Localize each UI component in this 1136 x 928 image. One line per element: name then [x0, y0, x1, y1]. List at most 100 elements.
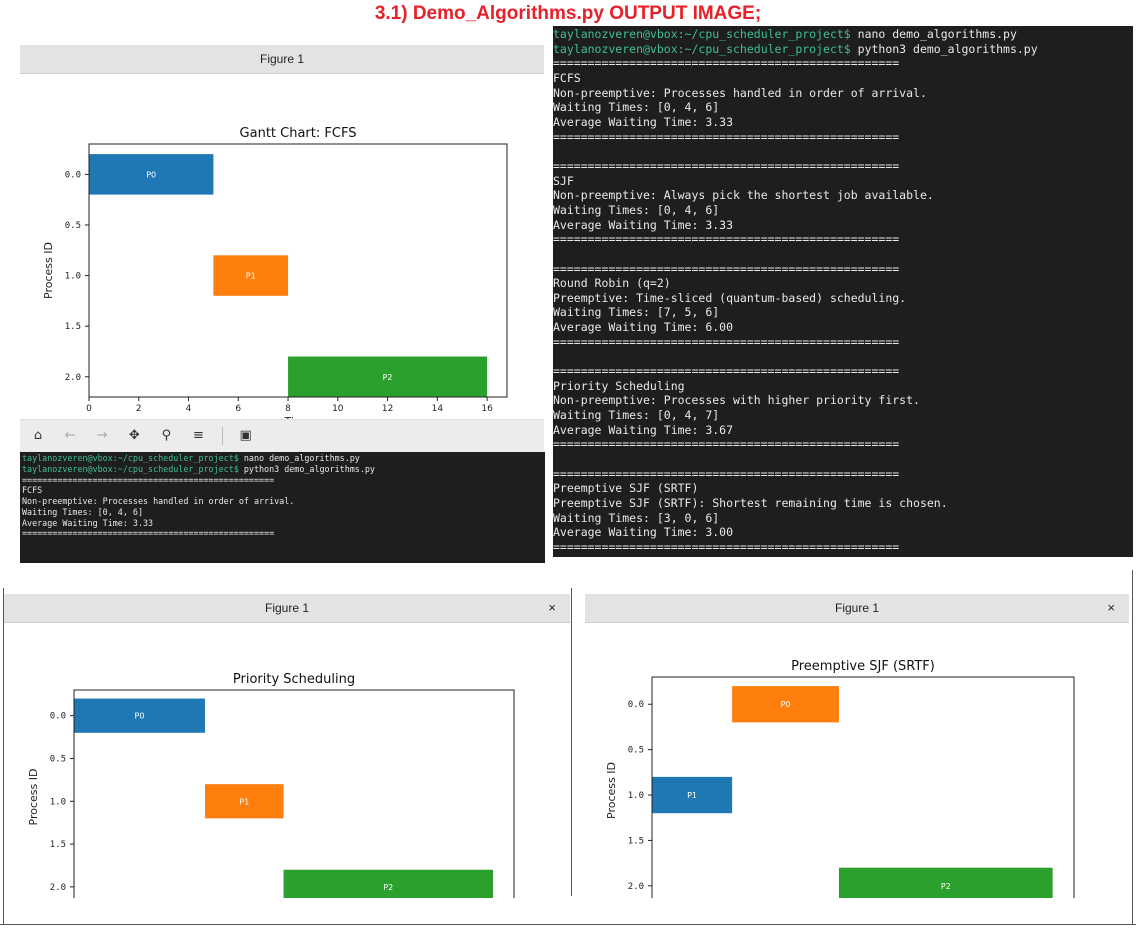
pan-icon[interactable]: ✥ [128, 428, 140, 443]
x-tick-label: 8 [285, 404, 291, 414]
x-tick-label: 12 [382, 404, 393, 414]
y-tick-label: 1.5 [65, 322, 81, 332]
terminal-line: Round Robin (q=2) [553, 276, 671, 291]
y-tick-label: 0.5 [65, 221, 81, 231]
terminal-command: python3 demo_algorithms.py [238, 463, 375, 474]
chart-title: Priority Scheduling [233, 672, 355, 687]
y-tick-label: 2.0 [65, 373, 81, 383]
bar-label: P1 [687, 791, 697, 800]
x-tick-label: 2 [136, 404, 142, 414]
terminal-line: ========================================… [22, 474, 275, 485]
fcfs-gantt-chart: Gantt Chart: FCFS P0 P1 P2 0 2 4 6 8 10 12 14 16 0.0 0… [42, 126, 508, 419]
save-icon[interactable]: ▣ [239, 428, 252, 443]
figure-window-priority: Figure 1 × Priority SchedulingP0P1P20246… [4, 594, 570, 898]
zoom-icon[interactable]: ⚲ [161, 428, 172, 443]
terminal-line: ========================================… [553, 334, 900, 349]
gantt-bar-p2 [838, 867, 1053, 898]
window-title: Figure 1 [259, 52, 305, 66]
bar-label: P1 [239, 797, 249, 806]
window-title: Figure 1 [264, 601, 310, 615]
terminal-line: ========================================… [22, 528, 275, 539]
bar-label: P0 [146, 170, 156, 179]
y-tick-label: 0.5 [50, 754, 66, 764]
page-heading: 3.1) Demo_Algorithms.py OUTPUT IMAGE; [374, 3, 762, 24]
plot-frame [651, 676, 1075, 898]
terminal-output-small[interactable]: taylanozveren@vbox:~/cpu_scheduler_proje… [20, 452, 545, 563]
terminal-line: taylanozveren@vbox:~/cpu_scheduler_proje… [553, 42, 1133, 57]
gantt-bar-p0 [89, 154, 214, 195]
terminal-line: Average Waiting Time: 3.33 [22, 517, 154, 528]
terminal-command: python3 demo_algorithms.py [850, 41, 1038, 56]
plot-frame [73, 689, 515, 898]
terminal-line: Waiting Times: [0, 4, 6] [553, 202, 720, 217]
y-tick-label: 0.0 [65, 170, 81, 180]
y-axis-label: Process ID [42, 242, 55, 299]
y-tick-label: 0.0 [50, 712, 66, 722]
terminal-line: Average Waiting Time: 3.67 [553, 422, 734, 437]
terminal-line: Waiting Times: [7, 5, 6] [553, 305, 720, 320]
y-tick-label: 1.0 [65, 272, 81, 282]
window-titlebar[interactable]: Figure 1 × [4, 594, 570, 623]
terminal-line: Waiting Times: [0, 4, 6] [22, 506, 144, 517]
x-tick-label: 4 [186, 404, 192, 414]
bar-label: P2 [383, 883, 393, 892]
terminal-line: Average Waiting Time: 3.33 [553, 217, 734, 232]
terminal-line: ========================================… [553, 539, 900, 554]
divider-bottom [0, 924, 1136, 925]
bar-label: P2 [383, 373, 393, 382]
y-axis-label: Process ID [27, 769, 40, 826]
terminal-line: Waiting Times: [3, 0, 6] [553, 510, 720, 525]
terminal-line: ========================================… [553, 129, 900, 144]
bar-label: P0 [781, 700, 791, 709]
x-tick-label: 14 [432, 404, 444, 414]
y-tick-label: 0.0 [628, 700, 644, 710]
terminal-line: Non-preemptive: Always pick the shortest… [553, 188, 934, 203]
window-titlebar[interactable]: Figure 1 × [585, 594, 1129, 623]
gantt-bar-p1 [213, 255, 289, 296]
bar-label: P0 [135, 712, 145, 721]
terminal-line: Non-preemptive: Processes handled in ord… [553, 85, 927, 100]
gantt-bar-p1 [204, 784, 284, 819]
terminal-line: ========================================… [553, 232, 900, 247]
y-tick-label: 1.5 [628, 836, 644, 846]
bar-label: P1 [246, 272, 256, 281]
close-icon[interactable]: × [1107, 600, 1115, 615]
figure-window-fcfs: Figure 1 Gantt Chart: FCFS P0 P1 P2 0 2 4 6 8 10 1… [20, 45, 544, 452]
terminal-prompt: taylanozveren@vbox:~/cpu_scheduler_proje… [553, 41, 851, 56]
terminal-command: nano demo_algorithms.py [850, 27, 1017, 41]
terminal-line: ========================================… [553, 466, 900, 481]
window-titlebar[interactable]: Figure 1 [20, 45, 544, 74]
gantt-bar-p1 [652, 776, 733, 814]
configure-subplots-icon[interactable]: ≡ [193, 428, 204, 443]
home-icon[interactable]: ⌂ [33, 428, 43, 443]
gantt-bar-p2 [288, 356, 488, 397]
terminal-line: ========================================… [553, 158, 900, 173]
gantt-bar-p0 [74, 698, 205, 733]
priority-gantt-chart: Priority SchedulingP0P1P202468101214160.… [27, 672, 515, 898]
terminal-line: Average Waiting Time: 6.00 [553, 320, 734, 335]
terminal-line: Preemptive SJF (SRTF) [553, 481, 699, 496]
terminal-line: SJF [553, 173, 574, 188]
terminal-line: FCFS [22, 485, 43, 496]
srtf-gantt-chart: Preemptive SJF (SRTF)P0P1P22468101214160… [605, 659, 1075, 898]
y-tick-label: 0.5 [628, 746, 644, 756]
back-icon[interactable]: ← [64, 428, 76, 443]
gantt-bar-p0 [732, 686, 839, 723]
y-tick-label: 1.5 [50, 840, 66, 850]
bar-label: P2 [941, 882, 951, 891]
plot-frame [88, 143, 508, 398]
close-icon[interactable]: × [548, 600, 556, 615]
y-tick-label: 2.0 [628, 882, 644, 892]
y-tick-label: 1.0 [50, 797, 66, 807]
terminal-line: Priority Scheduling [553, 378, 685, 393]
terminal-line: Non-preemptive: Processes with higher pr… [553, 393, 920, 408]
terminal-line [553, 452, 1133, 467]
terminal-output-main[interactable]: taylanozveren@vbox:~/cpu_scheduler_proje… [553, 26, 1133, 557]
terminal-prompt: taylanozveren@vbox:~/cpu_scheduler_proje… [553, 27, 851, 41]
terminal-line: taylanozveren@vbox:~/cpu_scheduler_proje… [553, 27, 1133, 42]
terminal-prompt: taylanozveren@vbox:~/cpu_scheduler_proje… [22, 463, 239, 474]
terminal-line: Waiting Times: [0, 4, 6] [553, 100, 720, 115]
forward-icon[interactable]: → [96, 428, 108, 443]
toolbar-separator [221, 427, 223, 445]
x-axis-label: Time [284, 415, 312, 419]
